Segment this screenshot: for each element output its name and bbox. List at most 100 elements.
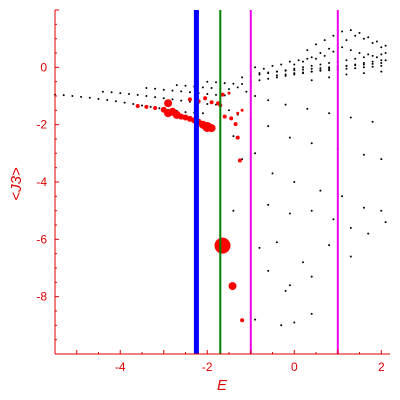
data-point <box>367 232 370 235</box>
data-point <box>380 46 383 49</box>
data-point <box>171 89 174 92</box>
data-point <box>323 54 326 57</box>
data-point <box>310 312 313 315</box>
data-point <box>310 142 313 145</box>
data-point <box>371 65 374 68</box>
data-point <box>319 63 322 66</box>
data-point <box>293 63 296 66</box>
data-point <box>267 71 270 74</box>
data-point <box>145 95 148 97</box>
data-point <box>88 96 91 99</box>
data-point <box>293 72 296 75</box>
data-point <box>319 69 322 72</box>
data-point <box>362 63 365 66</box>
data-point <box>206 93 209 95</box>
y-tick-label: 0 <box>40 60 47 74</box>
data-point <box>315 43 317 46</box>
data-point <box>271 172 274 175</box>
data-point <box>228 282 237 291</box>
data-point <box>284 103 287 106</box>
data-point <box>254 66 257 69</box>
data-point <box>258 79 261 82</box>
y-tick-label: -2 <box>36 118 47 132</box>
data-point <box>362 56 365 59</box>
data-point <box>371 62 374 65</box>
data-point <box>136 93 139 96</box>
data-point <box>128 93 130 95</box>
x-axis-ticks: -4 -2 0 2 <box>54 350 385 374</box>
data-point <box>233 122 238 127</box>
data-point <box>267 77 270 80</box>
data-point <box>267 99 270 102</box>
data-point <box>62 94 65 97</box>
data-point <box>188 91 191 94</box>
data-point <box>362 72 365 75</box>
data-point <box>380 64 383 67</box>
data-point <box>354 57 357 60</box>
data-point <box>332 218 335 221</box>
data-point <box>229 116 234 121</box>
data-point <box>375 56 378 59</box>
x-tick-label: 0 <box>291 360 298 374</box>
data-point <box>332 34 335 37</box>
data-point <box>384 59 387 62</box>
data-point <box>228 88 230 91</box>
data-point <box>323 39 326 42</box>
data-point <box>240 108 244 112</box>
data-point <box>222 114 227 119</box>
x-tick-label: 2 <box>378 360 385 374</box>
data-point <box>280 324 283 327</box>
data-point <box>214 237 231 254</box>
data-point <box>215 93 217 96</box>
data-point <box>141 104 143 107</box>
data-point <box>162 97 165 100</box>
data-point <box>288 60 291 63</box>
data-point <box>371 54 374 57</box>
data-point <box>354 64 357 67</box>
data-point <box>362 206 365 209</box>
data-point <box>110 91 113 94</box>
data-point <box>275 76 278 79</box>
data-point <box>232 82 235 85</box>
data-point <box>371 120 374 123</box>
data-point <box>245 90 248 93</box>
data-point <box>236 86 239 89</box>
data-point <box>371 42 374 44</box>
data-point <box>297 59 300 62</box>
data-point <box>288 212 291 215</box>
series-1 <box>135 91 245 323</box>
data-point <box>293 73 296 76</box>
data-point <box>123 101 126 104</box>
data-point <box>349 49 352 52</box>
data-point <box>184 111 187 114</box>
data-point <box>254 152 257 155</box>
data-point <box>319 189 322 192</box>
data-point <box>180 90 183 93</box>
y-tick-label: -4 <box>36 175 47 189</box>
data-point <box>132 103 135 105</box>
data-point <box>354 34 357 37</box>
data-point <box>332 50 335 53</box>
data-point <box>210 87 213 89</box>
data-point <box>328 76 331 79</box>
data-point <box>349 226 352 229</box>
data-point <box>367 53 370 56</box>
data-point <box>349 255 352 258</box>
data-point <box>119 92 122 95</box>
data-point <box>164 109 173 118</box>
data-point <box>362 66 365 69</box>
data-point <box>371 60 374 63</box>
data-point <box>158 107 161 110</box>
data-point <box>293 69 296 72</box>
data-point <box>328 47 331 50</box>
data-point <box>180 99 183 102</box>
data-point <box>380 70 383 73</box>
data-point <box>306 107 309 110</box>
data-point <box>241 83 244 85</box>
data-point <box>306 57 309 60</box>
data-point <box>345 39 348 42</box>
data-point <box>315 57 317 60</box>
y-tick-label: -6 <box>36 232 47 246</box>
data-point <box>341 195 344 198</box>
